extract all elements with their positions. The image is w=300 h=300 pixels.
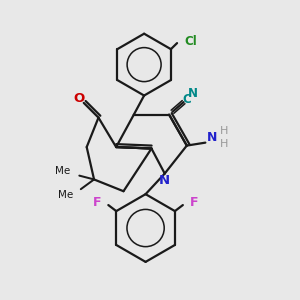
Text: N: N <box>188 87 198 100</box>
Text: Me: Me <box>55 166 70 176</box>
Text: N: N <box>159 174 170 188</box>
Text: F: F <box>190 196 198 209</box>
Text: F: F <box>93 196 101 209</box>
Text: H: H <box>220 126 228 136</box>
Text: H: H <box>220 139 228 149</box>
Text: Cl: Cl <box>185 34 197 48</box>
Text: N: N <box>207 131 218 144</box>
Text: Me: Me <box>58 190 74 200</box>
Text: C: C <box>182 93 191 106</box>
Text: O: O <box>74 92 85 105</box>
